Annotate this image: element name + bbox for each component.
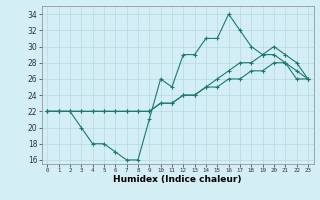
X-axis label: Humidex (Indice chaleur): Humidex (Indice chaleur) xyxy=(113,175,242,184)
